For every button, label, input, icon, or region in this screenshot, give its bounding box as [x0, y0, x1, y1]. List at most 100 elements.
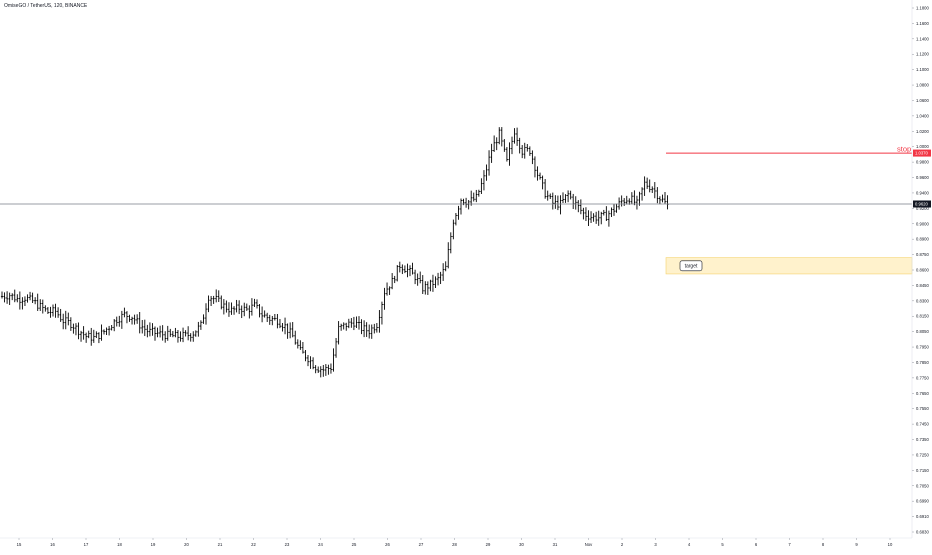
ohlc-bar — [375, 322, 378, 333]
ohlc-bar — [46, 306, 49, 315]
ohlc-bar — [449, 232, 452, 254]
y-tick-label: 0.9800 — [916, 160, 929, 165]
ohlc-bar — [408, 265, 412, 277]
ohlc-bar — [411, 262, 414, 275]
ohlc-bar — [503, 139, 506, 152]
ohlc-bar — [136, 314, 139, 324]
x-tick-label: 2 — [621, 542, 624, 547]
ohlc-bar — [258, 303, 261, 318]
ohlc-bar — [656, 187, 659, 204]
ohlc-bar — [314, 365, 317, 374]
ohlc-bar — [467, 200, 470, 210]
ohlc-bar — [215, 289, 218, 303]
ohlc-bar — [658, 196, 661, 205]
ohlc-bar — [49, 306, 52, 318]
y-tick-label: 0.6830 — [916, 530, 929, 535]
ohlc-bar — [95, 331, 98, 339]
ohlc-bar — [475, 189, 478, 203]
y-tick-label: 0.7650 — [916, 391, 929, 396]
ohlc-bar — [118, 315, 121, 327]
ohlc-bar — [600, 211, 603, 225]
ohlc-bar — [82, 326, 85, 340]
ohlc-bar — [508, 142, 511, 166]
ohlc-bar — [174, 327, 177, 338]
ohlc-bar — [574, 196, 577, 210]
ohlc-bar — [222, 299, 225, 315]
y-tick-label: 0.8300 — [916, 298, 929, 303]
ohlc-bar — [434, 276, 437, 288]
ohlc-bar — [564, 194, 567, 203]
y-tick-label: 0.9200 — [916, 206, 929, 211]
ohlc-bar — [355, 316, 358, 328]
ohlc-bar — [567, 190, 570, 203]
y-tick-label: 0.8900 — [916, 237, 929, 242]
ohlc-bar — [383, 287, 386, 310]
ohlc-bar — [212, 295, 215, 304]
x-tick-label: 8 — [822, 542, 825, 547]
ohlc-bar — [54, 303, 57, 318]
ohlc-bar — [419, 271, 422, 284]
ohlc-bar — [329, 363, 333, 374]
target-label-box — [679, 260, 703, 272]
y-tick-label: 1.1600 — [916, 21, 929, 26]
ohlc-bar — [18, 291, 21, 310]
ohlc-bar — [521, 145, 524, 159]
ohlc-bar — [250, 298, 253, 316]
ohlc-bar — [490, 143, 493, 163]
y-tick-label: 0.7150 — [916, 468, 929, 473]
ohlc-bar — [638, 191, 641, 206]
ohlc-bar — [220, 295, 223, 310]
ohlc-bar — [653, 182, 656, 199]
y-tick-label: 1.0800 — [916, 83, 929, 88]
ohlc-bar — [549, 193, 552, 199]
ohlc-bar — [128, 314, 131, 322]
ohlc-bar — [635, 195, 639, 210]
ohlc-bar — [6, 291, 9, 304]
y-tick-label: 0.9600 — [916, 175, 929, 180]
ohlc-bar — [541, 175, 544, 190]
ohlc-bar — [403, 265, 406, 274]
ohlc-bar — [125, 311, 129, 324]
ohlc-bar — [62, 313, 65, 330]
ohlc-bar — [217, 290, 220, 303]
ohlc-bar — [536, 166, 539, 181]
ohlc-bar — [360, 319, 363, 335]
ohlc-bar — [294, 330, 297, 345]
ohlc-bar — [291, 322, 294, 338]
ohlc-bar — [171, 331, 174, 338]
ohlc-bar — [268, 314, 271, 325]
ohlc-bar — [498, 127, 501, 145]
ohlc-bar — [363, 320, 366, 338]
ohlc-bar — [516, 127, 519, 146]
ohlc-bar — [67, 312, 70, 326]
ohlc-bar — [523, 142, 526, 159]
ohlc-bar — [21, 297, 24, 310]
ohlc-bar — [23, 296, 27, 306]
ohlc-bar — [301, 342, 304, 354]
ohlc-bar — [97, 332, 100, 344]
ohlc-bar — [253, 298, 256, 308]
ohlc-bar — [11, 293, 14, 301]
y-tick-label: 0.8600 — [916, 268, 929, 273]
y-tick-label: 1.0200 — [916, 129, 929, 134]
ohlc-bar — [3, 292, 6, 303]
ohlc-bar — [646, 177, 649, 189]
ohlc-bar — [207, 295, 210, 313]
ohlc-bar — [431, 274, 435, 292]
ohlc-bar — [556, 195, 559, 211]
ohlc-bar — [263, 310, 266, 318]
ohlc-bar — [281, 322, 284, 332]
ohlc-bar — [184, 330, 187, 337]
y-tick-label: 1.0000 — [916, 144, 929, 149]
ohlc-bar — [64, 310, 67, 330]
ohlc-bar — [169, 328, 172, 337]
ohlc-bar — [334, 337, 338, 358]
ohlc-bar — [164, 331, 167, 343]
ohlc-bar — [283, 317, 287, 335]
ohlc-bar — [166, 325, 169, 341]
x-tick-label: 19 — [151, 542, 156, 547]
ohlc-bar — [238, 300, 241, 315]
ohlc-bar — [393, 275, 396, 284]
